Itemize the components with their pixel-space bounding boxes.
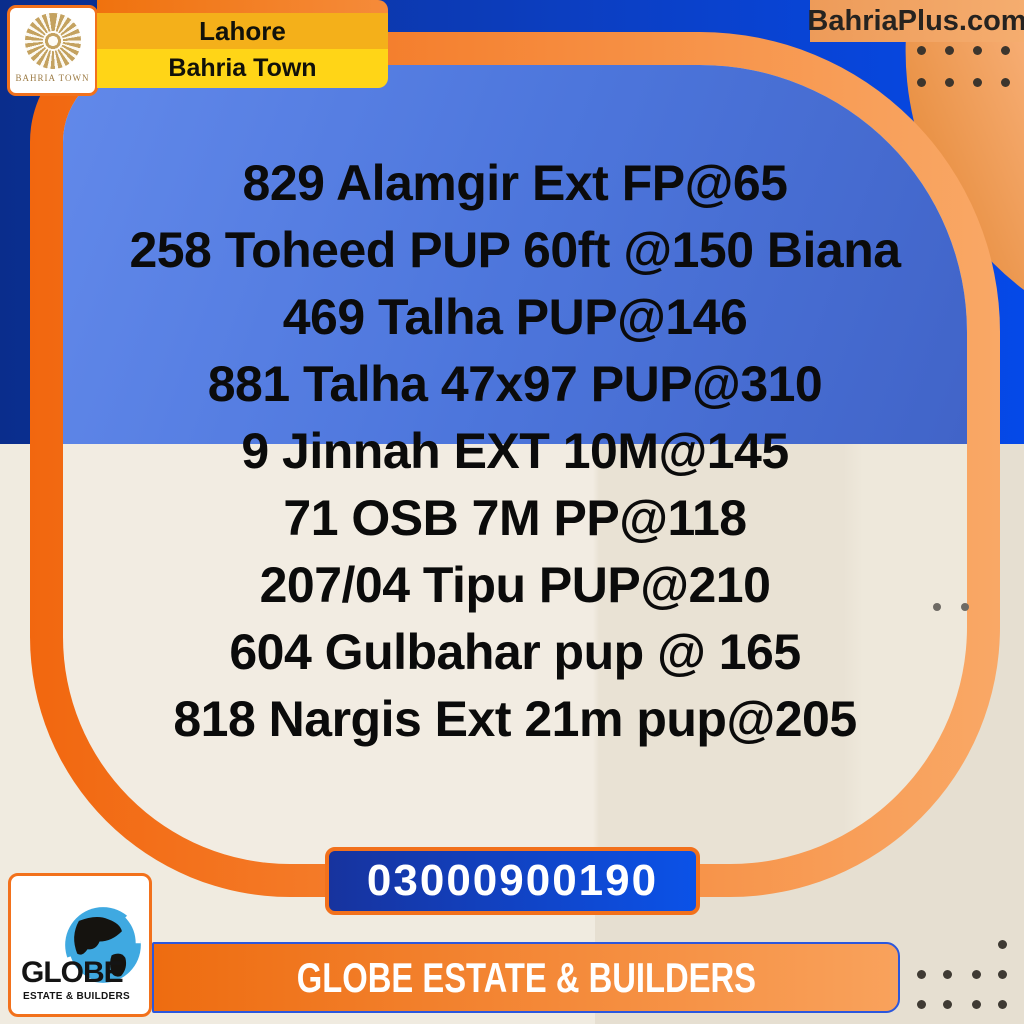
bahria-emblem-icon <box>24 13 81 69</box>
dot-icon <box>943 1000 952 1009</box>
dot-icon <box>945 46 954 55</box>
location-town: Bahria Town <box>97 49 388 88</box>
globe-logo-name: GLOBE <box>21 956 124 989</box>
dot-icon <box>917 46 926 55</box>
dot-icon <box>973 78 982 87</box>
globe-logo-subtitle: ESTATE & BUILDERS <box>23 991 130 1002</box>
listing-line: 881 Talha 47x97 PUP@310 <box>207 356 823 412</box>
dot-icon <box>998 970 1007 979</box>
dot-icon <box>1001 46 1010 55</box>
dot-icon <box>998 1000 1007 1009</box>
listing-line: 604 Gulbahar pup @ 165 <box>229 624 801 680</box>
listing-line: 829 Alamgir Ext FP@65 <box>242 155 788 211</box>
listing-line: 9 Jinnah EXT 10M@145 <box>241 423 789 479</box>
globe-logo: GLOBE ESTATE & BUILDERS <box>8 873 152 1017</box>
website-link[interactable]: BahriaPlus.com <box>807 0 1024 42</box>
dot-icon <box>973 46 982 55</box>
listing-frame <box>30 32 1000 897</box>
dot-icon <box>961 603 969 611</box>
location-city: Lahore <box>97 13 388 49</box>
dot-icon <box>998 940 1007 949</box>
dot-icon <box>933 603 941 611</box>
phone-button[interactable]: 03000900190 <box>325 847 700 915</box>
bahria-logo-label: BAHRIA TOWN <box>15 73 90 83</box>
globe-icon <box>62 904 144 986</box>
dot-icon <box>972 1000 981 1009</box>
dot-icon <box>943 970 952 979</box>
dot-icon <box>1001 78 1010 87</box>
dot-icon <box>972 970 981 979</box>
property-listings: 829 Alamgir Ext FP@65 258 Toheed PUP 60f… <box>63 150 967 753</box>
listing-line: 818 Nargis Ext 21m pup@205 <box>173 691 857 747</box>
listing-line: 469 Talha PUP@146 <box>282 289 748 345</box>
listing-line: 207/04 Tipu PUP@210 <box>259 557 771 613</box>
dot-icon <box>917 1000 926 1009</box>
location-banner-cap <box>97 0 388 13</box>
bahria-town-logo: BAHRIA TOWN <box>7 5 98 96</box>
listing-line: 71 OSB 7M PP@118 <box>283 490 747 546</box>
listing-panel-blue <box>63 65 967 444</box>
listing-frame-inner <box>63 65 967 864</box>
dot-icon <box>917 970 926 979</box>
agency-banner: GLOBE ESTATE & BUILDERS <box>152 942 900 1013</box>
listing-line: 258 Toheed PUP 60ft @150 Biana <box>129 222 901 278</box>
agency-banner-label: GLOBE ESTATE & BUILDERS <box>296 953 756 1001</box>
location-banner: Lahore Bahria Town <box>97 0 388 88</box>
